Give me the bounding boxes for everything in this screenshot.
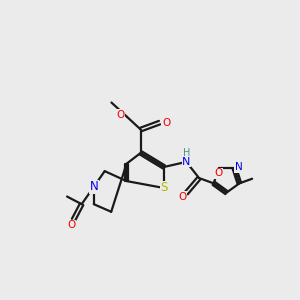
- Text: S: S: [160, 182, 168, 194]
- Text: N: N: [89, 180, 98, 193]
- Text: O: O: [162, 118, 170, 128]
- Text: O: O: [179, 191, 187, 202]
- Text: N: N: [235, 162, 242, 172]
- Text: O: O: [116, 110, 124, 120]
- Text: N: N: [182, 157, 190, 167]
- Text: O: O: [67, 220, 75, 230]
- Text: H: H: [183, 148, 190, 158]
- Text: O: O: [214, 169, 223, 178]
